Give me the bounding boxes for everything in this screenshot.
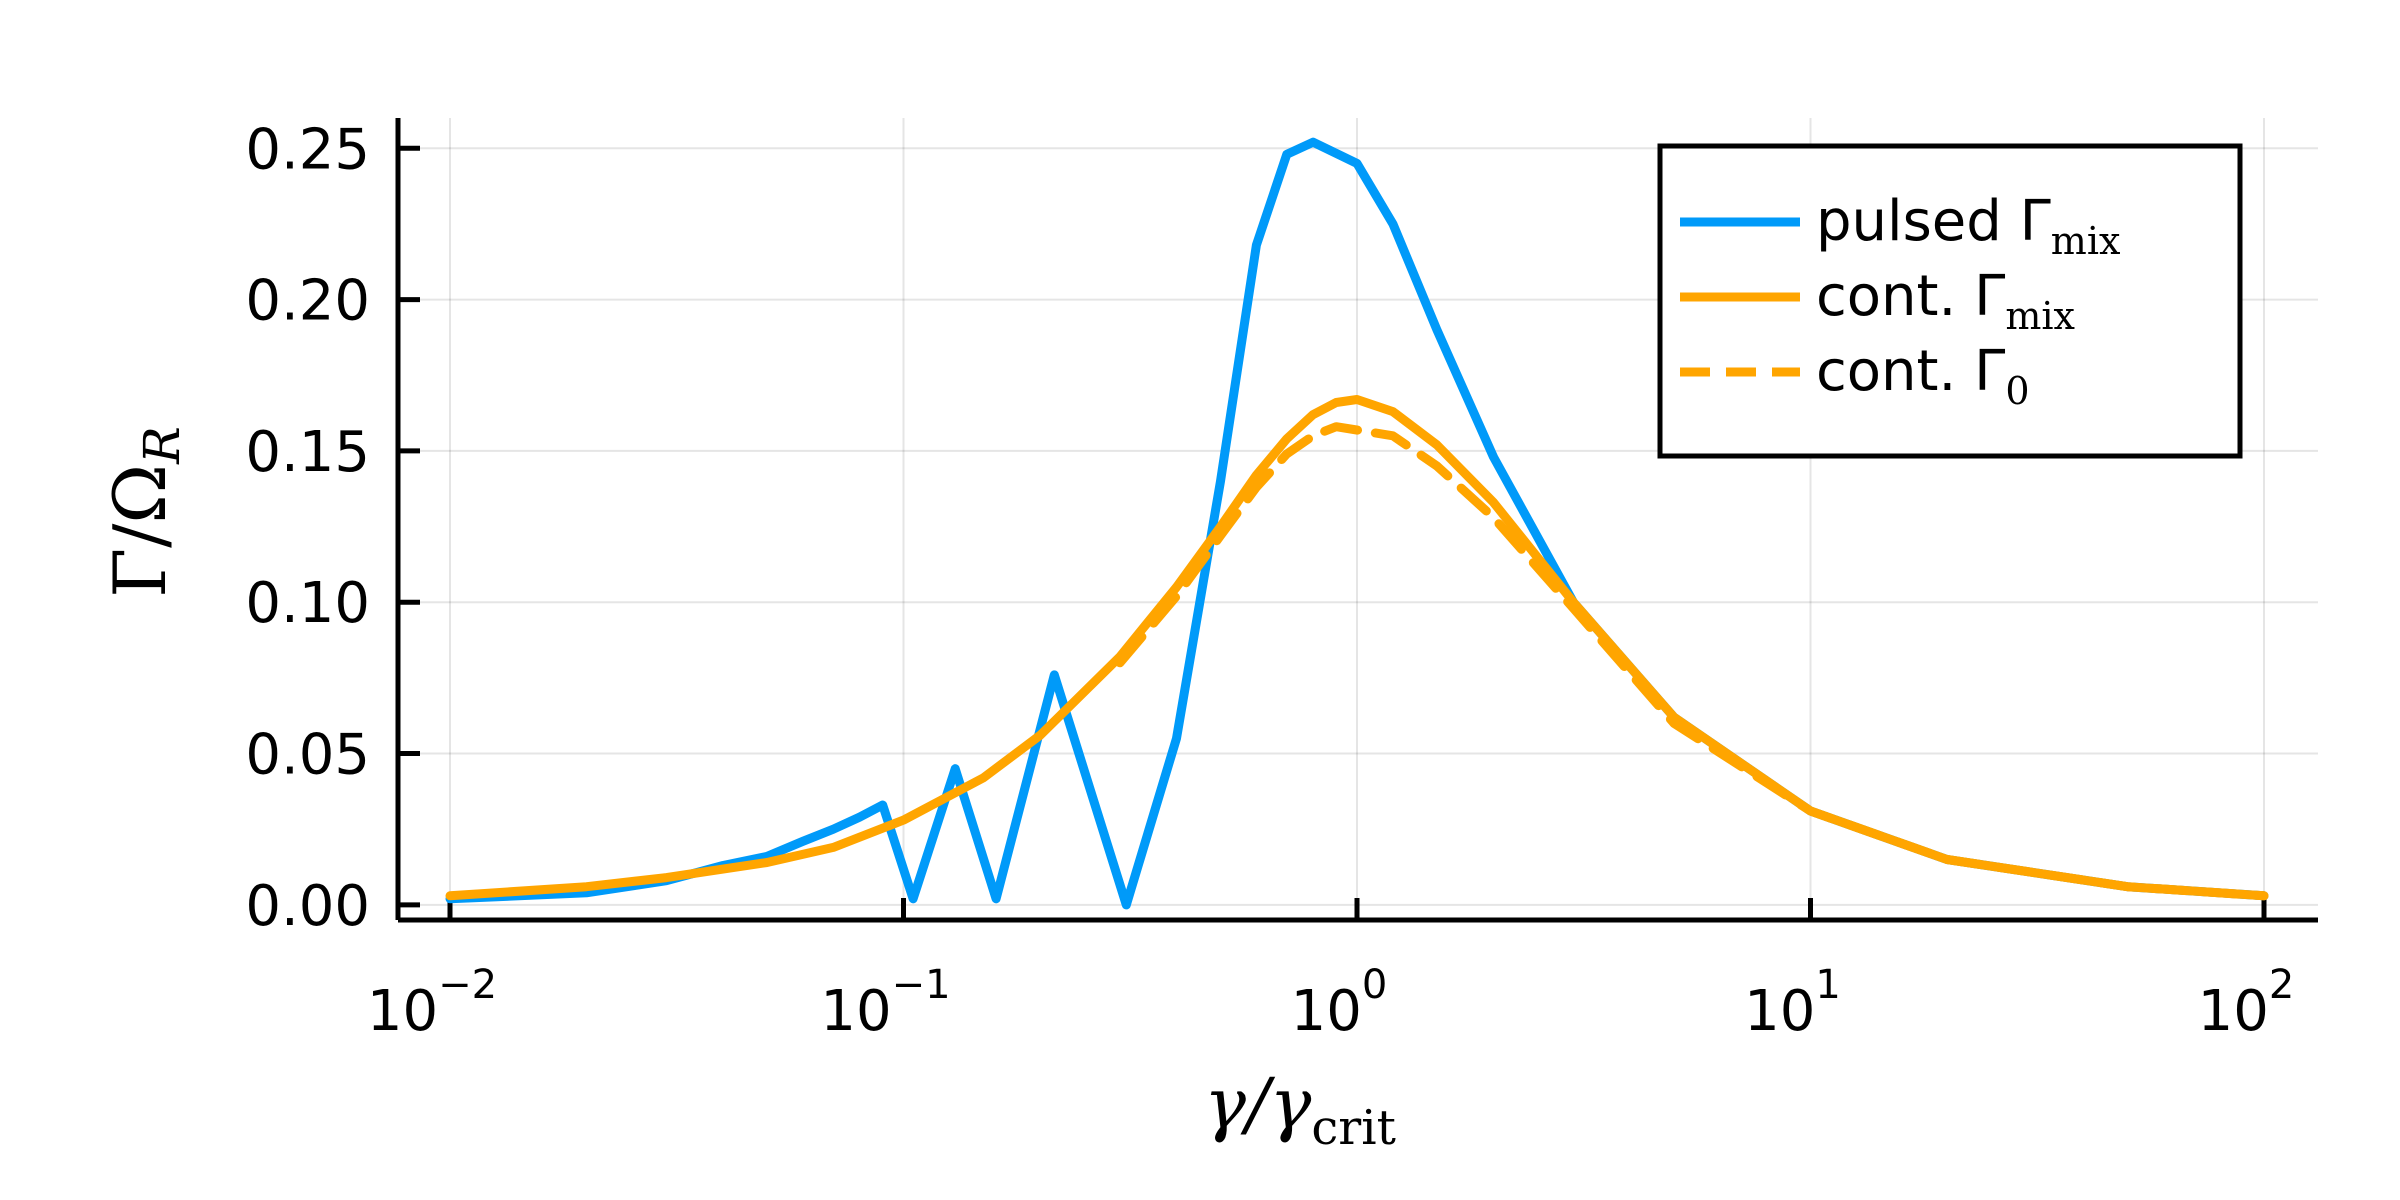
legend-sub-cont-mix: mix — [2005, 294, 2075, 338]
y-tick-label-4: 0.20 — [245, 269, 370, 334]
y-tick-label-2: 0.10 — [245, 571, 370, 636]
legend: pulsed Γmix cont. Γmix cont. Γ0 — [1657, 143, 2243, 459]
legend-entry-cont-0: cont. Γ0 — [1680, 339, 2030, 413]
legend-entry-pulsed-mix: pulsed Γmix — [1680, 189, 2120, 263]
ticks: 0.00 0.05 0.10 0.15 0.20 0.25 10−2 10−1 100 101 10… — [245, 117, 2294, 1044]
series — [445, 137, 2269, 910]
series-line-2 — [1115, 422, 2269, 901]
y-tick-label-1: 0.05 — [245, 723, 370, 788]
x-tick-label-4: 102 — [2198, 962, 2295, 1044]
svg-text:Γ/ΩR: Γ/ΩR — [98, 426, 191, 598]
legend-sub-cont-0: 0 — [2005, 369, 2029, 413]
svg-text:cont. Γ0: cont. Γ0 — [1816, 339, 2030, 413]
svg-text:γ/γcrit: γ/γcrit — [1204, 1063, 1396, 1156]
svg-text:pulsed Γmix: pulsed Γmix — [1816, 189, 2120, 263]
x-tick-label-1: 10−1 — [820, 962, 950, 1044]
legend-sub-pulsed-mix: mix — [2051, 219, 2121, 263]
x-axis-title: γ/γcrit — [1204, 1063, 1396, 1156]
legend-entry-cont-mix: cont. Γmix — [1680, 264, 2075, 338]
y-tick-label-0: 0.00 — [245, 874, 370, 939]
legend-label-pulsed-mix: pulsed Γ — [1816, 189, 2051, 254]
y-tick-label-3: 0.15 — [245, 420, 370, 485]
svg-text:cont. Γmix: cont. Γmix — [1816, 264, 2075, 338]
legend-label-cont-0: cont. Γ — [1816, 339, 2005, 404]
x-tick-label-3: 101 — [1744, 962, 1841, 1044]
x-tick-label-0: 10−2 — [367, 962, 497, 1044]
x-tick-label-2: 100 — [1291, 962, 1388, 1044]
y-tick-label-5: 0.25 — [245, 117, 370, 182]
legend-label-cont-mix: cont. Γ — [1816, 264, 2005, 329]
y-axis-title: Γ/ΩR — [98, 426, 191, 598]
